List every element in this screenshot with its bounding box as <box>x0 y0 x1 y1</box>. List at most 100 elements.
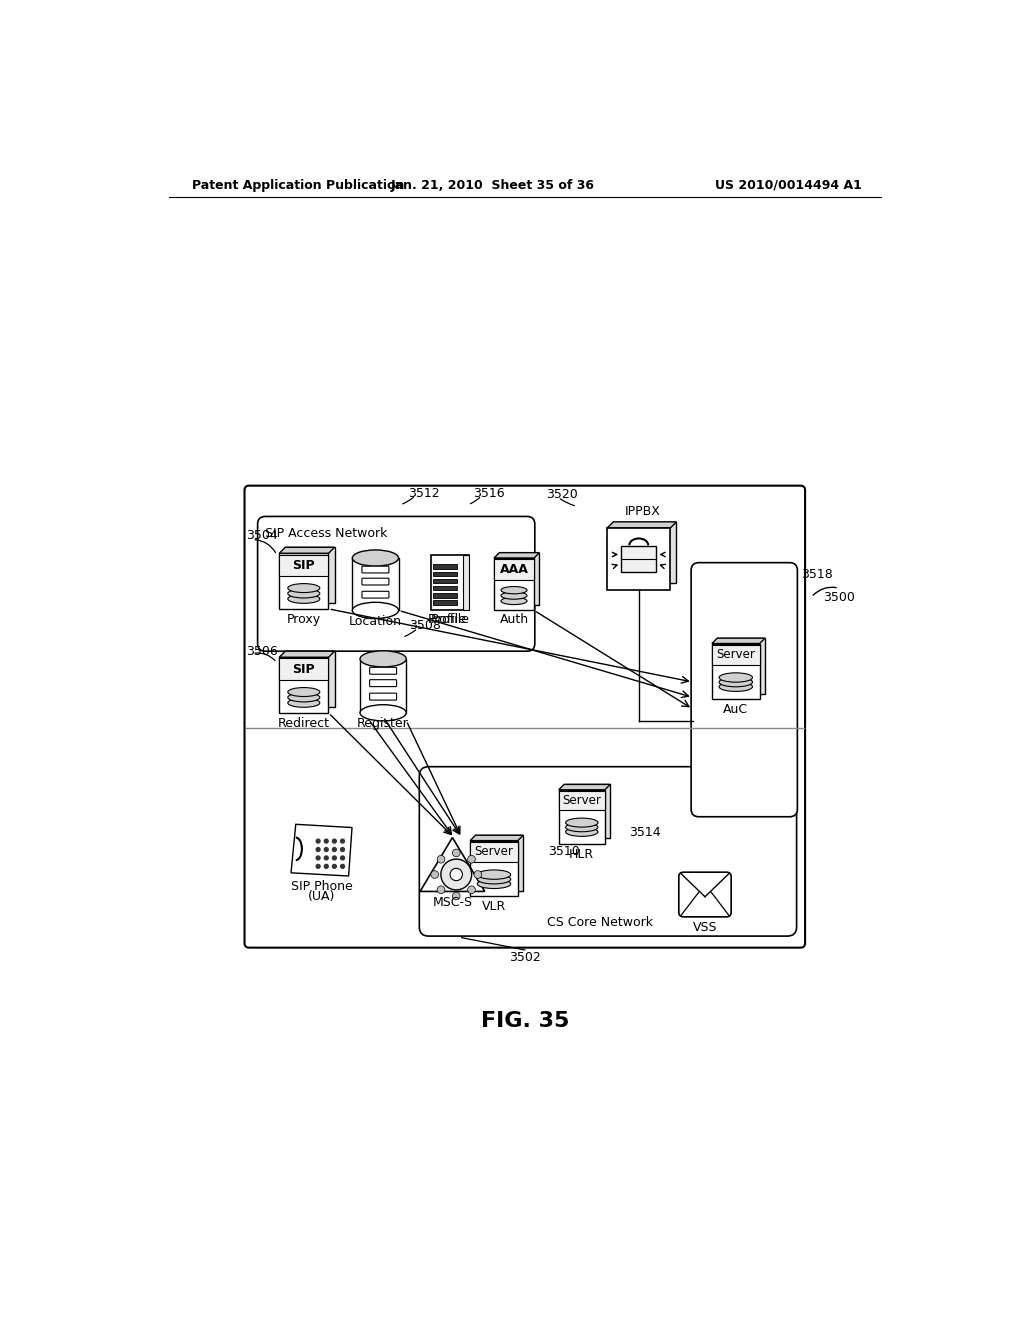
Circle shape <box>316 840 321 843</box>
Text: SIP Phone: SIP Phone <box>291 880 352 894</box>
Text: 3520: 3520 <box>547 488 579 502</box>
Polygon shape <box>717 638 765 693</box>
Text: 3510: 3510 <box>548 845 580 858</box>
Circle shape <box>431 871 438 878</box>
Bar <box>433 578 457 583</box>
Ellipse shape <box>719 682 753 692</box>
Text: 3512: 3512 <box>408 487 439 500</box>
Polygon shape <box>564 784 610 838</box>
Polygon shape <box>420 838 484 891</box>
Ellipse shape <box>565 818 598 828</box>
Text: 3508: 3508 <box>410 619 441 632</box>
Ellipse shape <box>288 589 319 598</box>
Circle shape <box>333 865 336 869</box>
Bar <box>433 586 457 590</box>
Text: Auth: Auth <box>500 612 528 626</box>
Polygon shape <box>500 553 540 605</box>
Bar <box>712 644 760 700</box>
Ellipse shape <box>360 705 407 721</box>
Circle shape <box>333 847 336 851</box>
Circle shape <box>325 865 328 869</box>
Bar <box>352 558 398 610</box>
Text: 3518: 3518 <box>801 568 833 581</box>
FancyBboxPatch shape <box>679 873 731 917</box>
Circle shape <box>468 855 475 863</box>
Bar <box>431 554 469 610</box>
Text: SIP Access Network: SIP Access Network <box>265 527 388 540</box>
Ellipse shape <box>565 822 598 832</box>
Text: Server: Server <box>562 795 601 807</box>
Text: Profile: Profile <box>428 612 467 626</box>
Bar <box>470 842 518 862</box>
Circle shape <box>341 865 344 869</box>
Bar <box>607 528 671 590</box>
Text: Redirect: Redirect <box>278 717 330 730</box>
Text: HLR: HLR <box>569 847 594 861</box>
Text: 3500: 3500 <box>823 591 855 603</box>
Bar <box>622 546 656 573</box>
Text: Profile: Profile <box>431 612 470 626</box>
Circle shape <box>333 840 336 843</box>
Ellipse shape <box>719 673 753 682</box>
Text: AuC: AuC <box>723 704 749 717</box>
FancyBboxPatch shape <box>370 668 396 675</box>
Text: 3506: 3506 <box>246 644 278 657</box>
Circle shape <box>316 855 321 859</box>
FancyBboxPatch shape <box>419 767 797 936</box>
FancyBboxPatch shape <box>361 591 389 598</box>
Text: 3502: 3502 <box>509 952 541 964</box>
Polygon shape <box>286 548 335 603</box>
Ellipse shape <box>477 879 511 888</box>
Text: Location: Location <box>349 615 401 628</box>
Circle shape <box>333 855 336 859</box>
Bar <box>280 657 329 713</box>
Bar <box>322 828 348 837</box>
Text: Server: Server <box>474 845 513 858</box>
Bar <box>280 554 329 576</box>
Bar <box>470 841 518 896</box>
Text: Register: Register <box>357 717 409 730</box>
Circle shape <box>474 871 481 878</box>
Text: FIG. 35: FIG. 35 <box>480 1011 569 1031</box>
Bar <box>433 593 457 598</box>
Polygon shape <box>291 824 352 876</box>
Circle shape <box>453 892 460 900</box>
Circle shape <box>316 847 321 851</box>
Ellipse shape <box>477 870 511 879</box>
Bar <box>559 791 605 810</box>
Circle shape <box>325 840 328 843</box>
Text: SIP: SIP <box>293 663 315 676</box>
Polygon shape <box>559 784 610 789</box>
Bar <box>433 572 457 576</box>
FancyBboxPatch shape <box>691 562 798 817</box>
Text: IPPBX: IPPBX <box>625 504 660 517</box>
Bar <box>463 554 469 610</box>
Ellipse shape <box>501 591 527 599</box>
Bar <box>559 789 605 843</box>
Bar <box>433 601 457 605</box>
Text: Proxy: Proxy <box>287 612 321 626</box>
Bar <box>280 553 329 609</box>
Polygon shape <box>280 651 335 657</box>
Ellipse shape <box>288 698 319 708</box>
Text: 3516: 3516 <box>473 487 505 500</box>
Bar <box>433 565 457 569</box>
FancyBboxPatch shape <box>245 486 805 948</box>
Ellipse shape <box>360 651 407 667</box>
FancyBboxPatch shape <box>258 516 535 651</box>
Circle shape <box>437 886 444 894</box>
Circle shape <box>316 865 321 869</box>
Ellipse shape <box>288 594 319 603</box>
Text: US 2010/0014494 A1: US 2010/0014494 A1 <box>715 178 862 191</box>
Circle shape <box>325 855 328 859</box>
Bar <box>494 558 535 610</box>
Ellipse shape <box>288 693 319 702</box>
Text: SIP: SIP <box>293 558 315 572</box>
FancyBboxPatch shape <box>370 680 396 686</box>
Circle shape <box>341 847 344 851</box>
Bar <box>280 659 329 680</box>
Text: (UA): (UA) <box>308 890 335 903</box>
Polygon shape <box>475 836 523 891</box>
Ellipse shape <box>501 586 527 594</box>
Polygon shape <box>280 548 335 553</box>
